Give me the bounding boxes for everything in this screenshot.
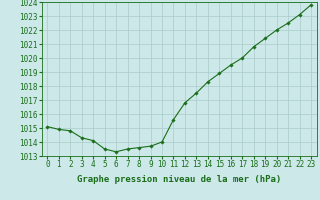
X-axis label: Graphe pression niveau de la mer (hPa): Graphe pression niveau de la mer (hPa) bbox=[77, 175, 281, 184]
